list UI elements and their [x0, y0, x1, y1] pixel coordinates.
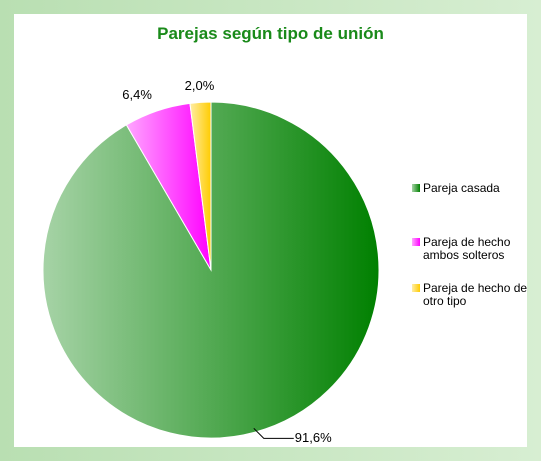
legend-label: Pareja casada: [423, 181, 500, 195]
data-label: 91,6%: [295, 430, 332, 445]
pie-slice: [189, 101, 212, 271]
legend-label: Pareja de hecho ambos solteros: [423, 235, 511, 262]
data-label: 2,0%: [185, 78, 215, 93]
legend-swatch: [412, 184, 420, 192]
legend-item: Pareja de hecho ambos solteros: [412, 236, 541, 262]
legend-label: Pareja de hecho de otro tipo: [423, 281, 528, 308]
chart-title: Parejas según tipo de unión: [157, 24, 384, 43]
data-label: 6,4%: [122, 87, 152, 102]
legend-swatch: [412, 284, 420, 292]
leader-line: [253, 427, 294, 439]
legend-item: Pareja de hecho de otro tipo: [412, 282, 541, 308]
legend-swatch: [412, 238, 420, 246]
legend-item: Pareja casada: [412, 182, 541, 195]
